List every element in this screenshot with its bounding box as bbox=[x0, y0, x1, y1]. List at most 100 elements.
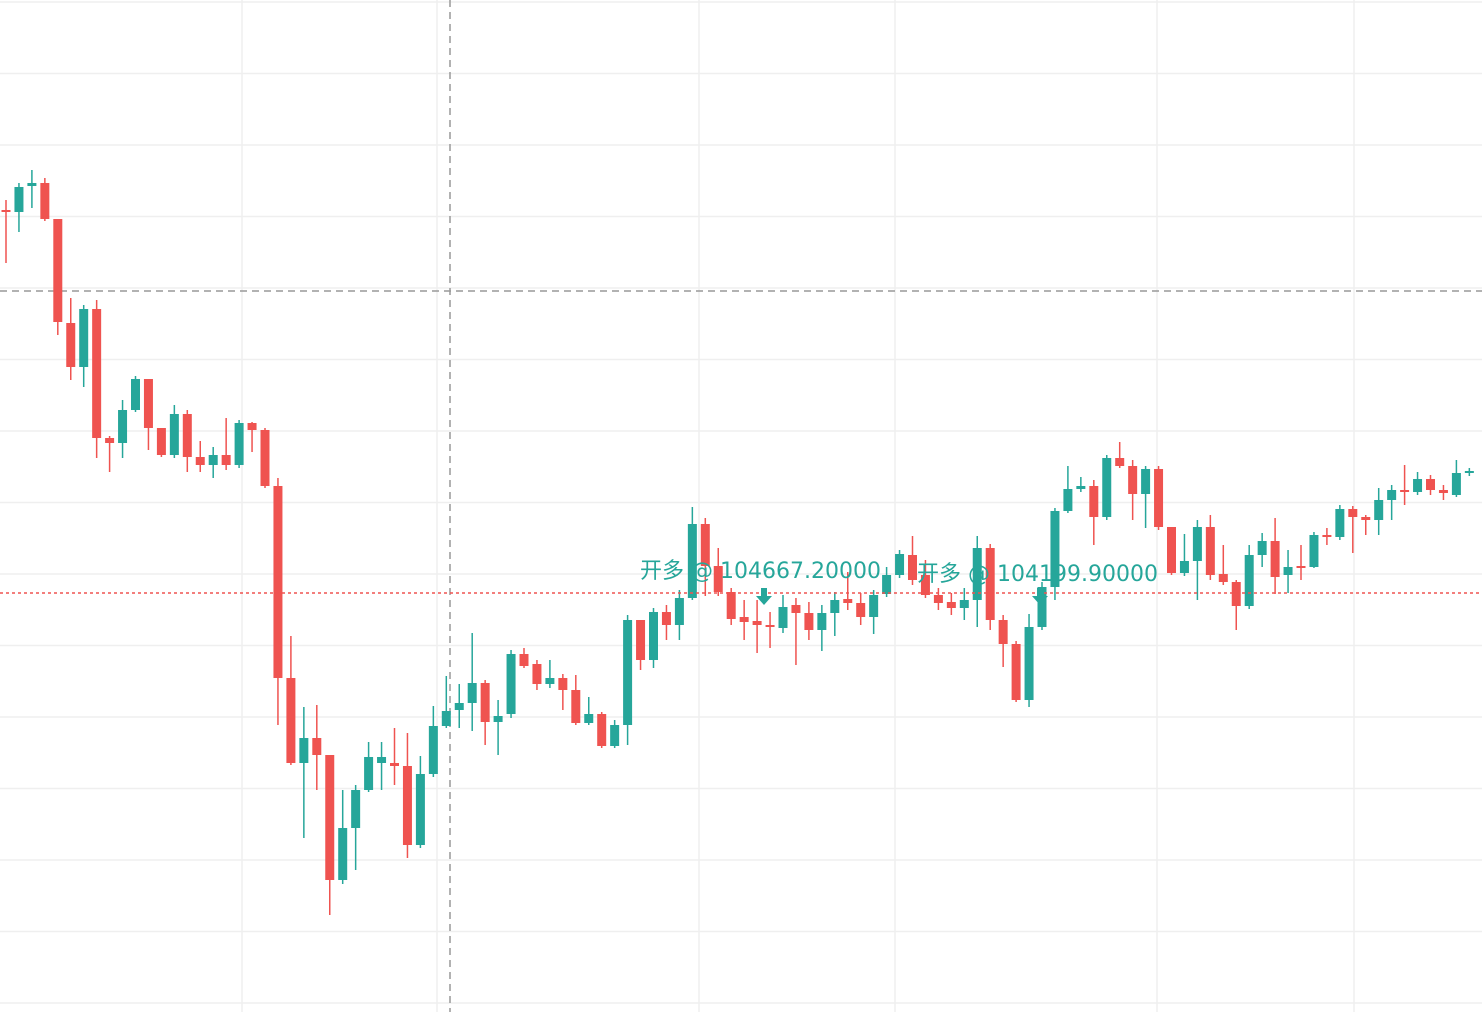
candle-body bbox=[610, 725, 620, 746]
candle-body bbox=[402, 766, 412, 845]
candle-body bbox=[27, 183, 37, 186]
candle-body bbox=[765, 625, 775, 627]
candle-body bbox=[195, 457, 205, 465]
candle-body bbox=[1102, 458, 1112, 517]
entry-arrow bbox=[1032, 588, 1048, 605]
candle-body bbox=[1283, 567, 1293, 575]
candle-body bbox=[791, 605, 801, 613]
candle-body bbox=[843, 599, 853, 603]
candle-body bbox=[1426, 479, 1435, 490]
candle-body bbox=[1141, 469, 1151, 494]
candle-body bbox=[1, 210, 11, 212]
candle-body bbox=[105, 438, 115, 443]
candle-body bbox=[1374, 500, 1384, 520]
candle-body bbox=[623, 620, 633, 725]
candle-body bbox=[14, 187, 24, 212]
candle-body bbox=[312, 738, 322, 755]
candle-body bbox=[972, 548, 982, 600]
candle-body bbox=[532, 664, 542, 684]
candle-body bbox=[636, 620, 646, 660]
candle-body bbox=[131, 379, 140, 410]
candle-body bbox=[1179, 561, 1189, 573]
candle-body bbox=[351, 790, 361, 828]
candle-body bbox=[713, 566, 723, 592]
candle-body bbox=[325, 755, 335, 880]
candle-body bbox=[519, 654, 529, 666]
candle-body bbox=[92, 309, 102, 438]
candle-body bbox=[908, 555, 917, 580]
candle-body bbox=[169, 414, 179, 455]
candle-body bbox=[1387, 490, 1397, 500]
candle-body bbox=[1335, 509, 1345, 537]
candle-body bbox=[79, 309, 89, 367]
candle-body bbox=[66, 323, 76, 367]
candle-body bbox=[933, 595, 943, 603]
candle-body bbox=[493, 716, 503, 722]
candle-body bbox=[338, 828, 348, 880]
candle-body bbox=[118, 410, 128, 443]
candle-body bbox=[545, 678, 555, 684]
candle-body bbox=[1438, 490, 1448, 493]
candle-body bbox=[1050, 511, 1060, 587]
candle-body bbox=[182, 414, 192, 457]
candle-body bbox=[869, 595, 879, 617]
candle-body bbox=[1167, 527, 1176, 573]
candle-body bbox=[804, 613, 814, 630]
candle-body bbox=[946, 602, 956, 608]
candle-body bbox=[1192, 527, 1202, 561]
entry-arrow bbox=[756, 588, 772, 605]
candle-body bbox=[1296, 566, 1306, 568]
candle-body bbox=[830, 600, 840, 613]
candle-body bbox=[506, 654, 516, 714]
candle-body bbox=[1309, 535, 1319, 567]
candle-body bbox=[143, 379, 153, 428]
candle-body bbox=[1400, 490, 1410, 492]
candle-body bbox=[817, 613, 827, 630]
candle-body bbox=[661, 612, 671, 625]
candle-body bbox=[1089, 486, 1099, 517]
candle-body bbox=[415, 774, 425, 845]
candle-body bbox=[1322, 535, 1332, 537]
candle-body bbox=[1361, 517, 1371, 520]
candle-body bbox=[234, 423, 244, 465]
candle-body bbox=[752, 621, 762, 625]
candle-body bbox=[208, 455, 218, 465]
candle-body bbox=[156, 428, 166, 455]
candle-body bbox=[597, 714, 607, 746]
candle-body bbox=[1076, 486, 1086, 489]
candle-body bbox=[998, 620, 1008, 644]
candle-body bbox=[1205, 527, 1215, 575]
candle-body bbox=[377, 757, 387, 763]
candle-body bbox=[1115, 458, 1125, 466]
candle-body bbox=[247, 423, 257, 430]
candle-body bbox=[299, 738, 309, 763]
candle-body bbox=[1464, 471, 1474, 473]
candle-body bbox=[700, 524, 710, 566]
candle-body bbox=[1128, 466, 1138, 494]
candle-body bbox=[1024, 627, 1034, 700]
candle-body bbox=[687, 524, 697, 598]
candle-body bbox=[441, 711, 451, 726]
candle-body bbox=[571, 690, 581, 723]
candle-body bbox=[1413, 479, 1423, 492]
candle-body bbox=[1451, 473, 1461, 495]
candle-body bbox=[467, 683, 477, 703]
candle-body bbox=[428, 726, 438, 774]
candle-body bbox=[53, 219, 63, 322]
candle-body bbox=[1037, 587, 1047, 627]
candle-body bbox=[273, 486, 283, 678]
candle-body bbox=[1063, 489, 1073, 511]
candle-body bbox=[390, 763, 399, 766]
candle-body bbox=[739, 617, 749, 622]
candle-body bbox=[1348, 509, 1358, 517]
candle-body bbox=[882, 575, 892, 594]
candle-body bbox=[895, 554, 905, 575]
candle-body bbox=[221, 455, 231, 465]
entry-annotation: 开多 @ 104199.90000 bbox=[917, 562, 1158, 587]
candle-body bbox=[1231, 582, 1241, 606]
candle-body bbox=[778, 607, 788, 628]
candle-body bbox=[649, 612, 658, 660]
candle-body bbox=[985, 548, 995, 620]
entry-annotation: 开多 @ 104667.20000 bbox=[640, 559, 881, 584]
candle-body bbox=[1244, 555, 1254, 606]
